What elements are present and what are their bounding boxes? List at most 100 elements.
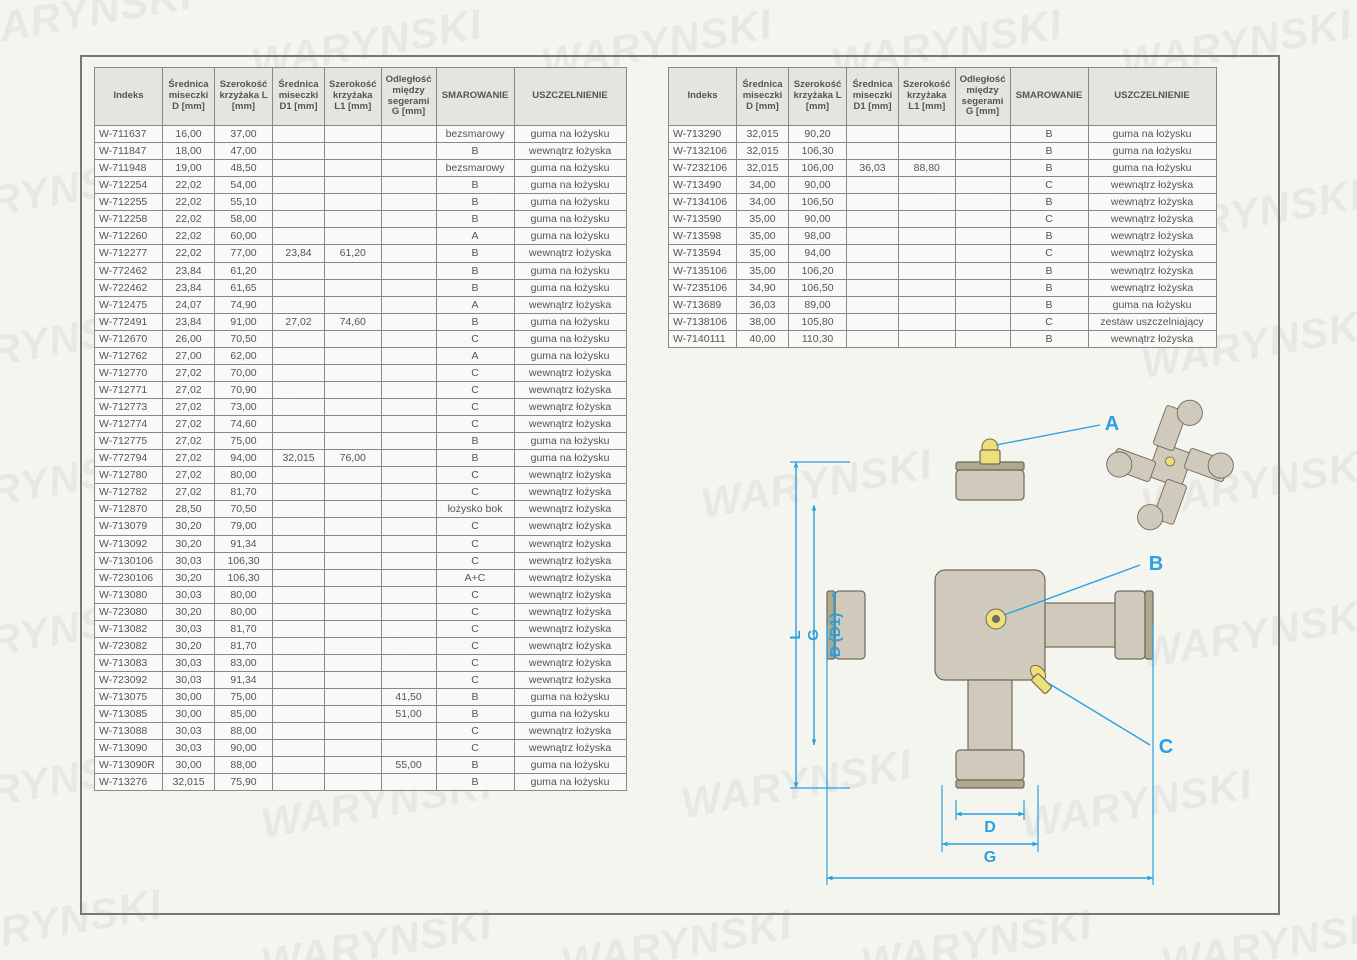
cell-d1 [273, 569, 325, 586]
cell-idx: W-713079 [95, 518, 163, 535]
cell-d: 40,00 [737, 330, 789, 347]
cell-usz: wewnątrz łożyska [1088, 177, 1216, 194]
cell-smar: C [436, 672, 514, 689]
cell-d: 34,00 [737, 177, 789, 194]
cell-idx: W-723092 [95, 672, 163, 689]
cell-d: 30,03 [163, 552, 215, 569]
table-row: W-713510635,00106,20Bwewnątrz łożyska [669, 262, 1217, 279]
cell-idx: W-711637 [95, 126, 163, 143]
cell-d1 [273, 126, 325, 143]
cell-d: 28,50 [163, 501, 215, 518]
cell-usz: guma na łożysku [514, 160, 626, 177]
table-row: W-71194819,0048,50bezsmarowyguma na łoży… [95, 160, 627, 177]
cell-idx: W-7130106 [95, 552, 163, 569]
cell-g [381, 177, 436, 194]
cell-smar: B [1010, 160, 1088, 177]
cell-idx: W-712770 [95, 364, 163, 381]
cell-d1 [273, 467, 325, 484]
table-row: W-71277127,0270,90Cwewnątrz łożyska [95, 381, 627, 398]
cell-usz: wewnątrz łożyska [514, 484, 626, 501]
cell-l1 [325, 672, 382, 689]
cell-idx: W-713088 [95, 723, 163, 740]
cell-idx: W-713090 [95, 740, 163, 757]
cell-g [381, 654, 436, 671]
table-row: W-71227722,0277,0023,8461,20Bwewnątrz ło… [95, 245, 627, 262]
cell-d: 24,07 [163, 296, 215, 313]
cell-g [955, 279, 1010, 296]
th-smar: SMAROWANIE [1010, 68, 1088, 126]
cell-l: 106,50 [789, 194, 847, 211]
table-row: W-71287028,5070,50łożysko bokwewnątrz ło… [95, 501, 627, 518]
th-d1: Średnica miseczki D1 [mm] [847, 68, 899, 126]
cell-l: 94,00 [789, 245, 847, 262]
cell-usz: wewnątrz łożyska [514, 535, 626, 552]
cell-d1 [273, 723, 325, 740]
cell-idx: W-772462 [95, 262, 163, 279]
cell-l1: 74,60 [325, 313, 382, 330]
cell-d1 [273, 757, 325, 774]
cell-smar: C [1010, 313, 1088, 330]
cell-idx: W-713082 [95, 620, 163, 637]
cell-l1 [325, 416, 382, 433]
cell-g [381, 194, 436, 211]
cell-l: 58,00 [215, 211, 273, 228]
cell-d1 [273, 774, 325, 791]
parts-table-right: Indeks Średnica miseczki D [mm] Szerokoś… [668, 67, 1217, 348]
cell-d: 30,03 [163, 723, 215, 740]
cell-idx: W-712258 [95, 211, 163, 228]
cell-smar: B [436, 177, 514, 194]
cell-d: 32,015 [737, 143, 789, 160]
cell-d: 19,00 [163, 160, 215, 177]
cell-g [955, 330, 1010, 347]
cell-d1 [273, 740, 325, 757]
cell-l1 [325, 535, 382, 552]
table-row: W-71329032,01590,20Bguma na łożysku [669, 126, 1217, 143]
th-smar: SMAROWANIE [436, 68, 514, 126]
cell-l: 75,00 [215, 433, 273, 450]
cell-d: 30,03 [163, 586, 215, 603]
cell-d: 38,00 [737, 313, 789, 330]
cell-l: 77,00 [215, 245, 273, 262]
cell-l: 48,50 [215, 160, 273, 177]
cell-l: 61,65 [215, 279, 273, 296]
cell-d1 [273, 501, 325, 518]
table-row: W-71247524,0774,90Awewnątrz łożyska [95, 296, 627, 313]
cell-g [381, 143, 436, 160]
cell-usz: guma na łożysku [1088, 126, 1216, 143]
table-row: W-71226022,0260,00Aguma na łożysku [95, 228, 627, 245]
cell-g [955, 194, 1010, 211]
cell-g [955, 143, 1010, 160]
cell-d1: 27,02 [273, 313, 325, 330]
cell-g [381, 450, 436, 467]
table-row: W-71349034,0090,00Cwewnątrz łożyska [669, 177, 1217, 194]
cell-usz: wewnątrz łożyska [1088, 245, 1216, 262]
svg-text:G: G [984, 849, 996, 866]
cell-d: 32,015 [737, 160, 789, 177]
cell-d: 27,02 [163, 364, 215, 381]
cell-g [381, 228, 436, 245]
cell-smar: C [436, 518, 514, 535]
cell-g [381, 126, 436, 143]
cell-l: 61,20 [215, 262, 273, 279]
cell-l: 110,30 [789, 330, 847, 347]
cell-idx: W-7232106 [669, 160, 737, 177]
cell-l1 [325, 467, 382, 484]
cell-l1 [899, 313, 956, 330]
cell-l1 [325, 194, 382, 211]
cell-idx: W-713594 [669, 245, 737, 262]
cell-l: 75,90 [215, 774, 273, 791]
cell-d1 [273, 279, 325, 296]
cell-idx: W-772491 [95, 313, 163, 330]
cell-d: 27,02 [163, 381, 215, 398]
cell-d1 [273, 330, 325, 347]
cell-g [381, 416, 436, 433]
cell-l1 [325, 211, 382, 228]
cell-smar: B [436, 450, 514, 467]
cell-g [955, 228, 1010, 245]
cell-l: 81,70 [215, 620, 273, 637]
cell-d: 30,03 [163, 740, 215, 757]
cell-usz: wewnątrz łożyska [514, 381, 626, 398]
cell-idx: W-712870 [95, 501, 163, 518]
cell-d1 [847, 245, 899, 262]
cell-d: 35,00 [737, 211, 789, 228]
